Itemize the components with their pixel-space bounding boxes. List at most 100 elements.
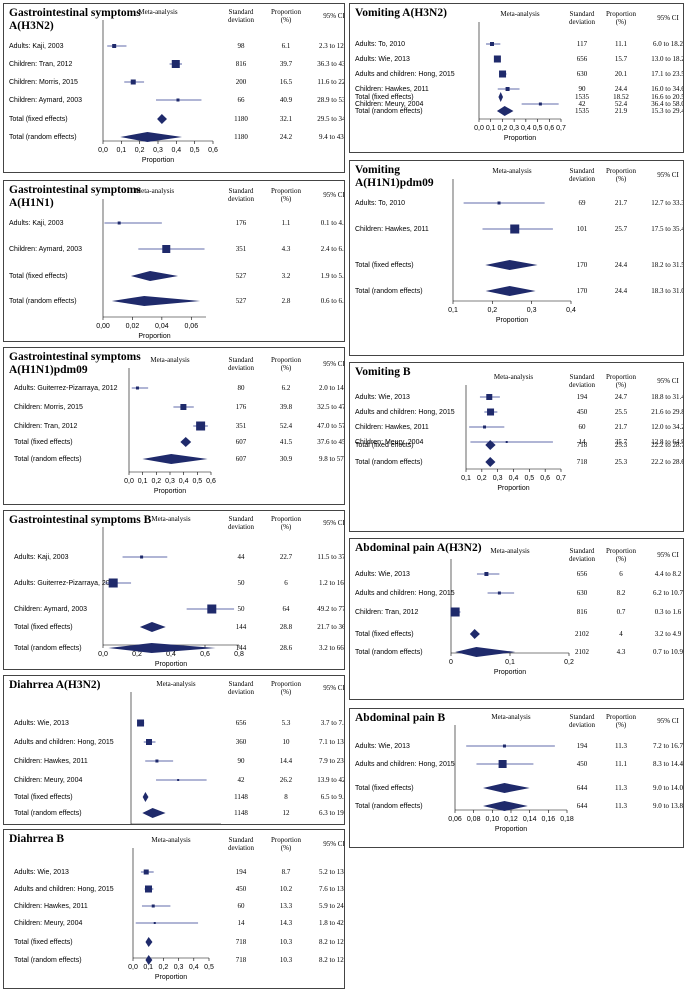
x-tick-label: 0,10 (486, 816, 500, 823)
proportion-value: 6 (284, 579, 288, 587)
meta-analysis-header: Meta-analysis (491, 713, 531, 721)
random-effects-diamond (108, 643, 216, 653)
sd-value: 1535 (575, 93, 590, 101)
sd-value: 194 (236, 868, 247, 876)
estimate-square (176, 98, 180, 102)
sd-value: 42 (579, 100, 587, 108)
estimate-square (450, 607, 460, 617)
x-tick-label: 0,5 (190, 147, 200, 154)
estimate-square (538, 102, 542, 106)
proportion-value: 6 (619, 570, 623, 578)
sd-value: 44 (238, 553, 246, 561)
forest-panel: Gastrointestinal symptoms A(H1N1) Meta-ana… (3, 180, 345, 342)
meta-analysis-header: Meta-analysis (156, 680, 196, 688)
x-tick-label: 0,1 (116, 147, 126, 154)
forest-panel: Vomiting A(H1N1)pdm09 Meta-analysis Standar… (349, 160, 684, 356)
forest-panel: Gastrointestinal symptoms A(H1N1)pdm09 Met… (3, 347, 345, 505)
sd-header: deviation (569, 555, 596, 563)
meta-analysis-header: Meta-analysis (150, 356, 190, 364)
ci-value: 22.2 to 28.6 (651, 458, 684, 466)
ci-value: 11.5 to 37.8 (317, 553, 345, 561)
fixed-effects-label: Total (fixed effects) (355, 631, 414, 638)
x-tick-label: 0,2 (132, 651, 142, 658)
ci-header: 95% CI (323, 840, 345, 848)
ci-value: 29.5 to 34.9 (317, 115, 345, 123)
study-label: Adults: Kaji, 2003 (14, 554, 69, 561)
proportion-value: 11.3 (615, 802, 627, 810)
x-axis-title: Proportion (494, 669, 526, 676)
ci-value: 3.2 to 66.2 (319, 644, 345, 652)
random-effects-label: Total (random effects) (9, 134, 77, 141)
ci-value: 37.6 to 45.5 (317, 438, 345, 446)
random-effects-label: Total (random effects) (355, 108, 423, 115)
proportion-value: 14.4 (280, 757, 293, 765)
x-tick-label: 0,02 (126, 323, 140, 330)
x-tick-label: 0,0 (474, 125, 484, 132)
x-tick-label: 0,4 (189, 964, 199, 971)
study-label: Adults: Wie, 2013 (355, 56, 410, 63)
proportion-value: 24.4 (615, 85, 628, 93)
sd-header: deviation (569, 175, 596, 183)
ci-value: 12.7 to 33.3 (651, 199, 684, 207)
sd-value: 644 (577, 802, 588, 810)
sd-header: deviation (228, 195, 255, 203)
estimate-square (145, 885, 153, 893)
meta-analysis-header: Meta-analysis (151, 836, 191, 844)
fixed-effects-label: Total (fixed effects) (14, 624, 73, 631)
estimate-square (108, 578, 118, 588)
proportion-value: 30.9 (280, 455, 293, 463)
fixed-effects-diamond (157, 114, 167, 124)
sd-header: deviation (569, 18, 596, 26)
x-axis-title: Proportion (138, 333, 170, 340)
x-tick-label: 0,06 (184, 323, 198, 330)
proportion-header: (%) (281, 688, 292, 696)
ci-value: 8.3 to 14.4 (653, 760, 683, 768)
proportion-value: 25.3 (615, 458, 628, 466)
sd-value: 450 (577, 408, 588, 416)
x-tick-label: 0,0 (98, 651, 108, 658)
panel-title: Vomiting B (355, 366, 505, 379)
fixed-effects-label: Total (fixed effects) (14, 439, 73, 446)
ci-value: 15.3 to 29.4 (651, 107, 684, 115)
x-tick-label: 0,14 (523, 816, 537, 823)
random-effects-label: Total (random effects) (14, 456, 82, 463)
study-label: Adults: Guiterrez-Pizarraya, 2012 (14, 580, 118, 587)
ci-value: 0.3 to 1.6 (655, 608, 682, 616)
x-tick-label: 0,6 (206, 478, 216, 485)
forest-panel: Abdominal pain A(H3N2) Meta-analysis Stand… (349, 538, 684, 700)
study-label: Children: Hawkes, 2011 (14, 903, 88, 910)
random-effects-label: Total (random effects) (14, 810, 82, 817)
random-effects-label: Total (random effects) (355, 803, 423, 810)
x-axis-title: Proportion (497, 485, 529, 492)
estimate-square (117, 221, 121, 225)
estimate-square (497, 591, 501, 595)
sd-value: 101 (577, 225, 588, 233)
proportion-value: 11.1 (615, 40, 627, 48)
ci-header: 95% CI (657, 14, 679, 22)
estimate-square (171, 60, 180, 68)
proportion-value: 10.3 (280, 956, 293, 964)
ci-value: 8.2 to 12.8 (319, 938, 345, 946)
x-tick-label: 0,2 (135, 147, 145, 154)
sd-value: 607 (236, 438, 247, 446)
sd-header: Standard (229, 515, 254, 523)
study-label: Adults and children: Hong, 2015 (355, 590, 455, 597)
proportion-value: 8.2 (617, 589, 626, 597)
sd-value: 360 (236, 738, 247, 746)
proportion-header: (%) (281, 16, 292, 24)
proportion-value: 11.3 (615, 742, 627, 750)
estimate-square (140, 555, 144, 559)
sd-value: 90 (238, 757, 246, 765)
proportion-header: Proportion (271, 356, 301, 364)
panel-title-line: Gastrointestinal symptoms (9, 351, 141, 363)
sd-value: 14 (579, 438, 587, 446)
fixed-effects-diamond (139, 622, 166, 632)
x-tick-label: 0 (449, 659, 453, 666)
proportion-value: 22.7 (280, 553, 293, 561)
panel-title: Gastrointestinal symptoms A(H3N2) (9, 7, 159, 33)
sd-value: 69 (579, 199, 587, 207)
x-tick-label: 0,4 (171, 147, 181, 154)
sd-value: 816 (577, 608, 588, 616)
